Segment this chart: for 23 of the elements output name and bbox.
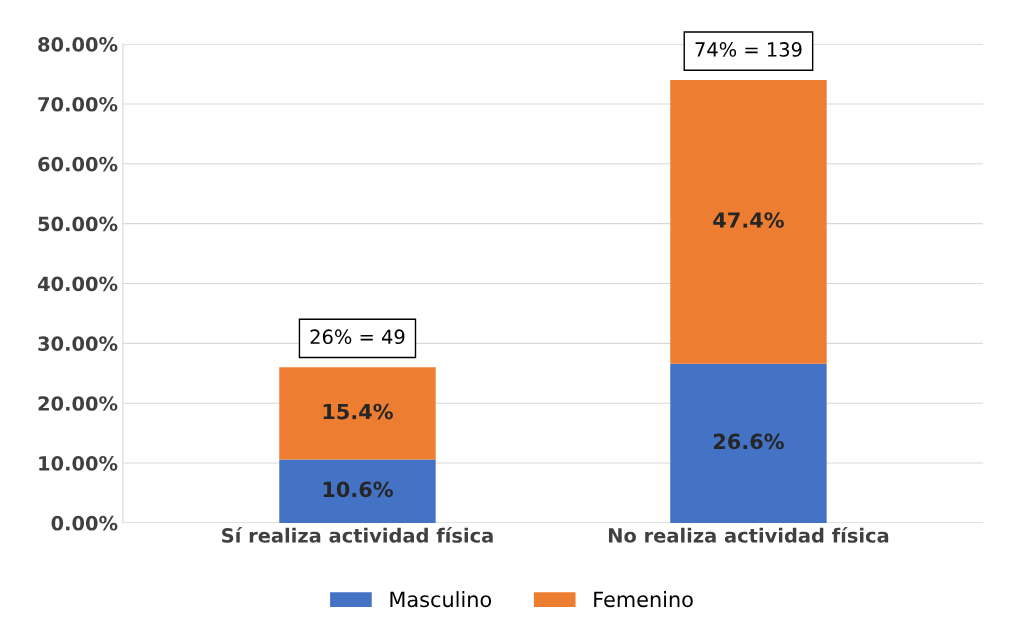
total-label: 26% = 49 [310, 329, 405, 345]
bar [670, 80, 827, 364]
total-label: 74% = 139 [695, 42, 802, 57]
data-label: 10.6% [323, 481, 393, 498]
y-tick-label: 40.00% [37, 276, 118, 292]
y-tick-label: 60.00% [38, 156, 118, 172]
y-tick-label: 10.00% [39, 456, 118, 471]
data-label: 15.4% [323, 403, 393, 420]
y-tick-label: 70.00% [38, 96, 118, 112]
y-tick-label: 20.00% [38, 396, 118, 411]
x-tick-label: No realiza actividad física [608, 526, 889, 543]
bar [279, 367, 436, 460]
y-tick-label: 50.00% [38, 216, 118, 232]
bar [670, 363, 827, 523]
y-tick-label: 0.00% [51, 515, 118, 531]
y-tick-label: 30.00% [38, 336, 118, 352]
legend-label: Masculino [390, 591, 492, 608]
y-tick-label: 80.00% [38, 37, 118, 52]
data-label: 26.6% [713, 433, 784, 450]
x-tick-label: Sí realiza actividad física [222, 526, 493, 543]
data-label: 47.4% [713, 212, 784, 228]
bar [279, 459, 436, 523]
legend-label: Femenino [594, 591, 693, 608]
